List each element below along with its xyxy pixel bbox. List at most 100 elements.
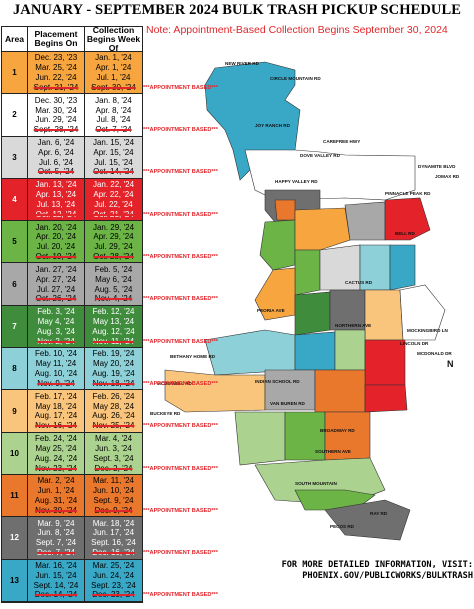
placement-cell: Mar. 16, '24 Jun. 15, '24 Sept. 14, '24 Dec…	[28, 559, 85, 601]
date: Jan. 22, '24	[92, 180, 135, 190]
area-region	[164, 369, 266, 413]
date: May 6, '24	[95, 274, 132, 284]
map-label: SOUTHERN AVE	[315, 449, 351, 454]
map-label: CACTUS RD	[345, 280, 373, 285]
date: Sept. 28, '24	[33, 125, 79, 135]
map: NEW RIVER RD CIRCLE MOUNTAIN RD JOY RANC…	[150, 61, 460, 541]
area-region	[204, 329, 296, 376]
date: Aug. 5, '24	[94, 284, 133, 294]
header-cell: Placement Begins On	[28, 27, 85, 51]
table-row: 13 Mar. 16, '24 Jun. 15, '24 Sept. 14, '24 D…	[2, 559, 142, 602]
date: Aug. 12, '24	[92, 326, 135, 336]
table-row: 10 Feb. 24, '24 May 25, '24 Aug. 24, '24 Nov…	[2, 432, 142, 475]
area-region	[399, 284, 446, 341]
placement-cell: Dec. 23, '23 Mar. 25, '24 Jun. 22, '24 Sept…	[28, 52, 85, 94]
area-region	[294, 331, 336, 371]
date: Apr. 8, '24	[95, 105, 132, 115]
date: Mar. 18, '24	[92, 518, 135, 528]
date: Aug. 10, '24	[34, 369, 78, 379]
date: May 4, '24	[37, 317, 75, 326]
date: Feb. 26, '24	[92, 391, 135, 401]
map-label: MOCKINGBIRD LN	[407, 328, 449, 333]
placement-cell: Jan. 20, '24 Apr. 20, '24 Jul. 20, '24 Oct.…	[28, 221, 85, 263]
date: Jan. 8, '24	[95, 95, 132, 105]
date: Dec. 14, '24	[34, 590, 78, 600]
date: Nov. 16, '24	[35, 421, 77, 431]
placement-cell: Feb. 3, '24 May 4, '24 Aug. 3, '24 Nov. 2, …	[28, 305, 85, 348]
footer-line: FOR MORE DETAILED INFORMATION, VISIT:	[281, 560, 473, 570]
area-cell: 3	[2, 136, 28, 178]
table-header: Area Placement Begins On Collection Begi…	[2, 24, 142, 53]
collection-cell: Feb. 26, '24 May 28, '24 Aug. 26, '24 Nov. …	[85, 390, 142, 431]
appointment-label: ***APPOINTMENT BASED***	[143, 127, 218, 134]
date: Sept. 7, '24	[35, 538, 77, 548]
date: Nov. 4, '24	[94, 294, 133, 304]
date: Feb. 24, '24	[35, 434, 77, 444]
area-cell: 13	[2, 559, 28, 601]
area-region	[234, 411, 286, 466]
date: Sept. 3, '24	[93, 453, 134, 463]
area-cell: 2	[2, 94, 28, 136]
date: Apr. 15, '24	[93, 147, 134, 157]
appointment-label: ***APPOINTMENT BASED***	[143, 254, 218, 261]
map-label: PECOS RD	[330, 524, 355, 529]
date: Jan. 27, '24	[35, 264, 77, 274]
date: Jun. 8, '24	[37, 528, 75, 538]
area-region	[294, 291, 331, 336]
date: Jul. 15, '24	[94, 157, 133, 167]
placement-cell: Jan. 27, '24 Apr. 27, '24 Jul. 27, '24 Oct.…	[28, 263, 85, 305]
collection-cell: Jan. 8, '24 Apr. 8, '24 Jul. 8, '24 Oct. 7,…	[85, 94, 142, 135]
date: Oct. 28, '24	[93, 252, 134, 262]
collection-cell: Mar. 25, '24 Jun. 24, '24 Sept. 23, '24 Dec…	[85, 560, 142, 601]
area-cell: 11	[2, 474, 28, 517]
table-row: 3 Jan. 6, '24 Apr. 6, '24 Jul. 6, '24 Oct. 5…	[2, 136, 142, 179]
date: Aug. 19, '24	[92, 369, 135, 379]
date: Jun. 10, '24	[92, 486, 135, 496]
date: Apr. 1, '24	[95, 63, 132, 73]
collection-cell: Mar. 4, '24 Jun. 3, '24 Sept. 3, '24 Dec. 2…	[85, 433, 142, 474]
date: Oct. 12, '24	[35, 209, 77, 219]
date: Dec. 2, '24	[94, 463, 133, 473]
date: May 25, '24	[35, 443, 77, 453]
appointment-label: ***APPOINTMENT BASED***	[143, 423, 218, 430]
map-label: CAREFREE HWY	[323, 139, 360, 144]
date: Dec. 9, '24	[94, 505, 133, 515]
date: Oct. 21, '24	[93, 209, 134, 219]
area-region	[334, 329, 366, 371]
date: Sept. 9, '24	[93, 496, 134, 505]
header-cell: Collection Begins Week Of	[86, 24, 141, 53]
date: Feb. 19, '24	[92, 349, 135, 359]
date: Jul. 27, '24	[36, 284, 76, 294]
table-row: 2 Dec. 30, '23 Mar. 30, '24 Jun. 29, '24 Sep…	[2, 94, 142, 137]
date: Dec. 23, '24	[92, 590, 135, 600]
placement-cell: Feb. 17, '24 May 18, '24 Aug. 17, '24 Nov. …	[28, 390, 85, 432]
date: Jan. 1, '24	[95, 53, 132, 63]
date: Jul. 1, '24	[96, 73, 131, 83]
collection-cell: Feb. 5, '24 May 6, '24 Aug. 5, '24 Nov. 4, …	[85, 263, 142, 304]
date: Nov. 2, '24	[37, 336, 75, 346]
footer-line: PHOENIX.GOV/PUBLICWORKS/BULKTRASH	[302, 571, 473, 581]
map-labels: NEW RIVER RD CIRCLE MOUNTAIN RD JOY RANC…	[150, 61, 460, 529]
date: Jul. 29, '24	[94, 242, 133, 252]
placement-cell: Feb. 24, '24 May 25, '24 Aug. 24, '24 Nov. …	[28, 432, 85, 474]
area-cell: 6	[2, 263, 28, 305]
area-cell: 12	[2, 517, 28, 559]
date: Aug. 31, '24	[34, 496, 78, 505]
map-label: DYNAMITE BLVD	[418, 164, 456, 169]
date: Nov. 23, '24	[35, 463, 77, 473]
date: Jun. 17, '24	[92, 528, 135, 538]
area-cell: 4	[2, 178, 28, 221]
date: Jul. 13, '24	[36, 199, 76, 209]
date: Jan. 15, '24	[92, 138, 135, 147]
schedule-table: Area Placement Begins On Collection Begi…	[1, 24, 143, 603]
date: Apr. 20, '24	[35, 232, 77, 242]
area-region	[324, 499, 411, 541]
date: Dec. 7, '24	[37, 548, 75, 558]
appointment-label: ***APPOINTMENT BASED***	[143, 169, 218, 176]
area-cell: 7	[2, 305, 28, 348]
placement-cell: Jan. 13, '24 Apr. 13, '24 Jul. 13, '24 Oct.…	[28, 178, 85, 221]
area-region	[389, 244, 416, 291]
placement-cell: Jan. 6, '24 Apr. 6, '24 Jul. 6, '24 Oct. 5,…	[28, 136, 85, 178]
collection-cell: Jan. 22, '24 Apr. 22, '24 Jul. 22, '24 Oct.…	[85, 179, 142, 220]
